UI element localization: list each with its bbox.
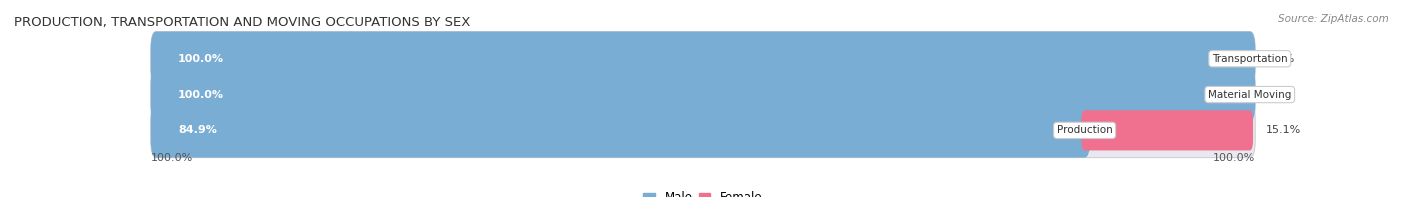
Text: 100.0%: 100.0% <box>179 90 224 99</box>
FancyBboxPatch shape <box>150 67 1256 122</box>
FancyBboxPatch shape <box>150 67 1256 122</box>
Text: 100.0%: 100.0% <box>1213 153 1256 163</box>
Text: 0.0%: 0.0% <box>1267 54 1295 64</box>
Legend: Male, Female: Male, Female <box>638 187 768 197</box>
Text: Source: ZipAtlas.com: Source: ZipAtlas.com <box>1278 14 1389 24</box>
Text: 84.9%: 84.9% <box>179 125 217 135</box>
Text: Transportation: Transportation <box>1212 54 1288 64</box>
FancyBboxPatch shape <box>150 103 1256 158</box>
Text: 0.0%: 0.0% <box>1267 90 1295 99</box>
Text: Material Moving: Material Moving <box>1208 90 1292 99</box>
Text: 100.0%: 100.0% <box>179 54 224 64</box>
FancyBboxPatch shape <box>150 103 1090 158</box>
Text: 100.0%: 100.0% <box>150 153 193 163</box>
FancyBboxPatch shape <box>150 32 1256 86</box>
Text: PRODUCTION, TRANSPORTATION AND MOVING OCCUPATIONS BY SEX: PRODUCTION, TRANSPORTATION AND MOVING OC… <box>14 16 471 29</box>
Text: Production: Production <box>1057 125 1112 135</box>
Text: 15.1%: 15.1% <box>1267 125 1302 135</box>
FancyBboxPatch shape <box>1081 110 1253 151</box>
FancyBboxPatch shape <box>150 32 1256 86</box>
